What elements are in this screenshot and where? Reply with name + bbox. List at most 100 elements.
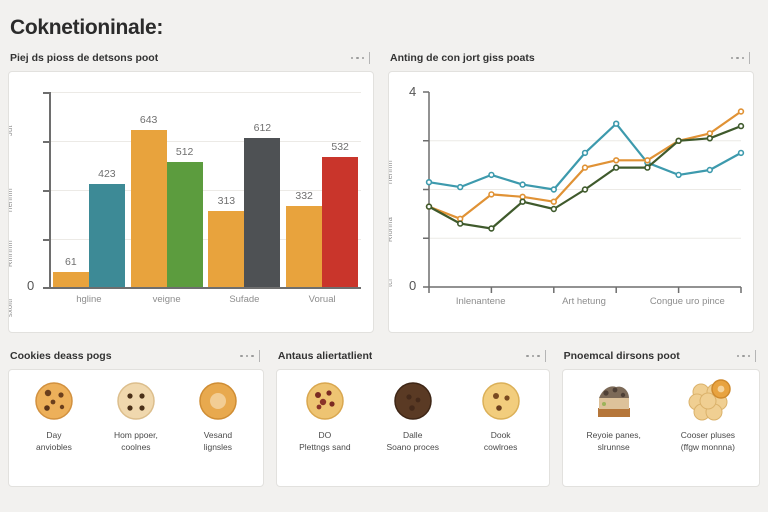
bar-x-label: veigne	[152, 294, 181, 306]
kebab-menu-icon[interactable]	[723, 52, 750, 65]
y-tick	[43, 239, 50, 241]
gallery-item[interactable]: DO Plettngs sand	[286, 378, 364, 453]
line-data-point[interactable]	[425, 203, 433, 210]
bar-x-axis-labels: hgline veigne Sufade Vorual	[50, 294, 361, 305]
line-data-point[interactable]	[488, 191, 495, 198]
bar-chart-panel: Piej ds pioss de detsons poot 0	[8, 45, 374, 334]
gallery-a-header: Cookies deass pogs	[8, 343, 264, 369]
raisin-cookie-icon	[306, 382, 344, 420]
line-data-point[interactable]	[613, 164, 620, 171]
line-data-point[interactable]	[706, 130, 713, 137]
line-chart-panel: Anting de con jort giss poats 4 0 rienni…	[388, 45, 754, 334]
bar-primary[interactable]: 332	[286, 190, 323, 288]
line-data-point[interactable]	[456, 183, 464, 191]
gridline	[50, 239, 361, 241]
bar-primary[interactable]: 61	[52, 256, 89, 288]
bar-secondary[interactable]: 532	[322, 141, 359, 288]
top-charts-row: Piej ds pioss de detsons poot 0	[8, 39, 760, 334]
bar-secondary[interactable]: 512	[166, 146, 203, 288]
line-data-point[interactable]	[488, 225, 495, 232]
bar-group: 313 612	[206, 92, 284, 288]
y-axis-rot-label: riennin	[8, 188, 14, 213]
line-data-point[interactable]	[581, 186, 589, 193]
gallery-item[interactable]: Hom ppoer, coolnes	[97, 378, 175, 453]
gallery-c-title: Pnoemcal dirsons poot	[563, 350, 680, 363]
chocolate-chip-cookie-icon	[35, 382, 73, 420]
bar-group: 332 532	[283, 92, 361, 288]
gallery-panel-b: Antaus aliertatlient DO Plettngs sand Dal…	[275, 343, 550, 488]
line-data-point[interactable]	[644, 164, 651, 171]
line-panel-header: Anting de con jort giss poats	[388, 45, 754, 71]
bar-secondary[interactable]: 423	[88, 168, 125, 288]
kebab-menu-icon[interactable]	[343, 52, 370, 65]
line-data-point[interactable]	[613, 157, 620, 164]
bar-group: 643 512	[128, 92, 206, 288]
gallery-item-caption: Hom ppoer, coolnes	[113, 430, 158, 452]
line-data-point[interactable]	[488, 171, 495, 179]
ring-cookie-icon	[199, 382, 237, 420]
bar-primary[interactable]: 313	[208, 195, 245, 288]
gallery-item-caption: Dook cowlroes	[483, 430, 518, 452]
line-data-point[interactable]	[737, 108, 745, 115]
line-data-point[interactable]	[519, 198, 526, 205]
line-x-label: Congue uro pince	[649, 296, 725, 308]
bar-value-label: 643	[139, 114, 158, 127]
line-data-point[interactable]	[706, 135, 713, 142]
line-data-point[interactable]	[581, 149, 589, 157]
page-title: Coknetioninale:	[10, 16, 164, 39]
line-data-point[interactable]	[706, 166, 713, 174]
gallery-panel-a: Cookies deass pogs Day anviobles Hom ppoe…	[8, 343, 264, 488]
bar-primary[interactable]: 643	[130, 114, 167, 288]
bar-x-label: Sufade	[229, 294, 260, 306]
line-data-point[interactable]	[737, 122, 745, 130]
bar-secondary[interactable]: 612	[244, 122, 281, 288]
line-data-point[interactable]	[675, 137, 682, 145]
butter-cookie-icon	[117, 382, 155, 420]
line-data-point[interactable]	[644, 157, 651, 164]
gallery-item[interactable]: Vesand lignsles	[179, 378, 257, 453]
gallery-item[interactable]: Dalle Soano proces	[374, 378, 452, 453]
line-data-point[interactable]	[550, 198, 558, 205]
gallery-item[interactable]: Reyoie panes, slrunnse	[575, 378, 653, 453]
bottom-gallery-row: Cookies deass pogs Day anviobles Hom ppoe…	[8, 333, 760, 488]
gallery-item[interactable]: Cooser pluses (ffgw monnna)	[669, 378, 747, 453]
gallery-item-caption: Reyoie panes, slrunnse	[586, 430, 641, 452]
line-data-point[interactable]	[613, 120, 620, 127]
line-data-point[interactable]	[581, 164, 589, 171]
gallery-b-title: Antaus aliertatlient	[277, 350, 373, 363]
gallery-item-caption: Day anviobles	[36, 430, 72, 452]
chip-cookie-icon	[481, 382, 520, 420]
gallery-a-card: Day anviobles Hom ppoer, coolnes Vesand li…	[8, 369, 264, 488]
gridline	[50, 141, 361, 143]
bar-value-label: 332	[295, 190, 313, 203]
y-tick	[43, 190, 50, 192]
gallery-item-caption: DO Plettngs sand	[299, 430, 351, 452]
kebab-menu-icon[interactable]	[518, 350, 546, 363]
y-tick	[43, 92, 50, 94]
x-axis-line	[49, 287, 361, 289]
line-series-path[interactable]	[427, 122, 743, 191]
kebab-menu-icon[interactable]	[729, 350, 756, 363]
line-data-point[interactable]	[675, 171, 682, 179]
bar-value-label: 61	[65, 256, 77, 269]
gallery-c-header: Pnoemcal dirsons poot	[562, 343, 760, 369]
line-data-point[interactable]	[519, 193, 526, 201]
line-x-axis-labels: Inlenantene Art hetung Congue uro pince	[429, 296, 739, 307]
line-data-point[interactable]	[737, 149, 745, 157]
line-data-point[interactable]	[519, 181, 526, 188]
line-series-path[interactable]	[427, 125, 743, 230]
line-x-label: Art hetung	[562, 296, 606, 308]
line-data-point[interactable]	[550, 186, 558, 193]
line-data-point[interactable]	[550, 205, 558, 213]
gallery-item[interactable]: Day anviobles	[15, 378, 93, 453]
line-data-point[interactable]	[425, 179, 433, 186]
bar-group: 61 423	[50, 92, 128, 288]
bar-x-label: hgline	[76, 294, 102, 306]
line-data-point[interactable]	[456, 220, 464, 227]
line-chart-canvas: 4 0 riennin Rionna tci Inlenantene Art he…	[389, 72, 753, 332]
gallery-item[interactable]: Dook cowlroes	[462, 378, 540, 453]
kebab-menu-icon[interactable]	[232, 350, 260, 363]
line-series-svg	[423, 91, 745, 294]
bar-x-label: Vorual	[308, 294, 336, 306]
